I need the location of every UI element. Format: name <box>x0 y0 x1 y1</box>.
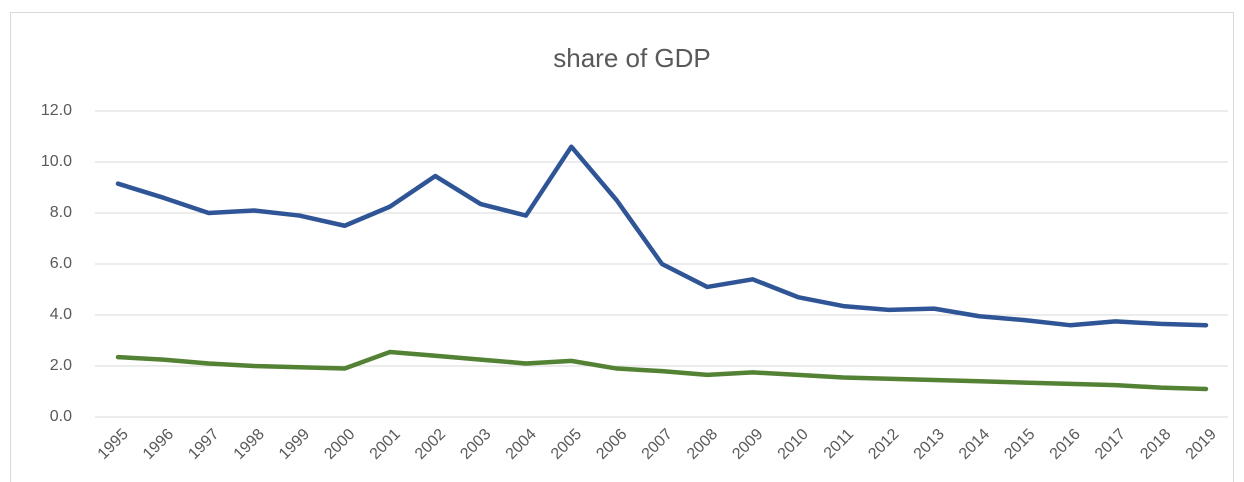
x-tick-label: 2017 <box>1092 426 1129 463</box>
x-tick-label: 2001 <box>367 426 404 463</box>
y-tick-label: 10.0 <box>41 153 72 170</box>
y-tick-label: 2.0 <box>50 357 72 374</box>
chart-title: share of GDP <box>553 43 711 73</box>
x-tick-label: 2013 <box>911 426 948 463</box>
x-tick-label: 2006 <box>593 426 630 463</box>
x-tick-label: 2011 <box>821 426 857 462</box>
y-tick-label: 12.0 <box>41 102 72 119</box>
x-tick-label: 1997 <box>185 426 222 463</box>
x-tick-label: 2004 <box>503 426 540 463</box>
x-tick-label: 2005 <box>548 426 585 463</box>
x-tick-label: 2009 <box>729 426 766 463</box>
x-tick-label: 2002 <box>412 426 449 463</box>
x-tick-label: 1998 <box>231 426 268 463</box>
x-tick-label: 2012 <box>865 426 902 463</box>
x-tick-label: 2003 <box>457 426 494 463</box>
line-series <box>115 144 1209 328</box>
x-tick-label: 1996 <box>140 426 177 463</box>
y-tick-label: 6.0 <box>50 255 72 272</box>
x-tick-label: 2000 <box>321 426 358 463</box>
x-tick-label: 2016 <box>1047 426 1084 463</box>
y-tick-label: 8.0 <box>50 204 72 221</box>
y-tick-label: 0.0 <box>50 408 72 425</box>
y-tick-label: 4.0 <box>50 306 72 323</box>
x-tick-label: 2015 <box>1001 426 1038 463</box>
chart-border <box>10 12 1234 482</box>
x-tick-label: 2018 <box>1137 426 1174 463</box>
x-tick-label: 2014 <box>956 426 993 463</box>
x-tick-label: 1995 <box>95 426 132 463</box>
x-tick-label: 1999 <box>276 426 313 463</box>
line-series <box>115 349 1209 392</box>
x-tick-label: 2010 <box>775 426 812 463</box>
x-tick-label: 2007 <box>639 426 676 463</box>
x-tick-label: 2008 <box>684 426 721 463</box>
x-tick-label: 2019 <box>1183 426 1220 463</box>
